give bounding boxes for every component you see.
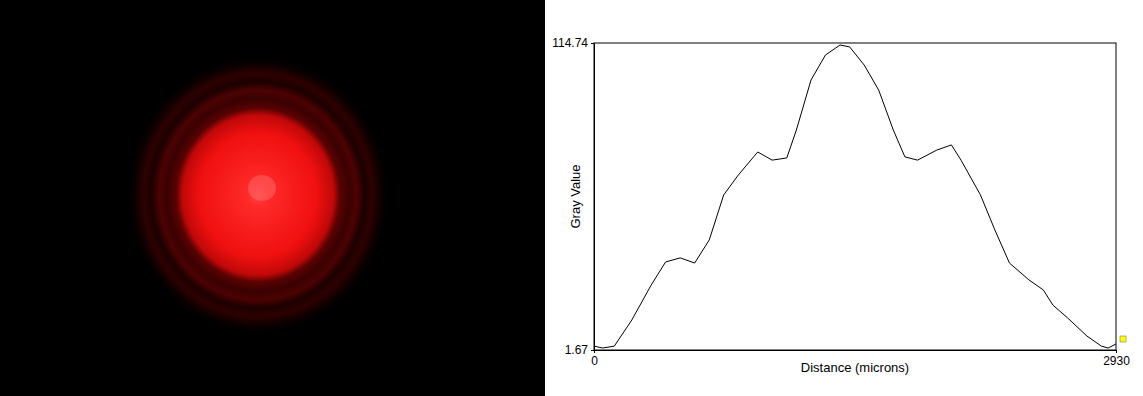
y-axis-title: Gray Value bbox=[568, 164, 583, 228]
tick-label: 2930 bbox=[1103, 354, 1130, 368]
tick-mark bbox=[591, 43, 594, 44]
plot: 0 2930 1.67 114.74 bbox=[552, 36, 1130, 367]
y-axis: 1.67 114.74 bbox=[552, 36, 594, 357]
marks bbox=[594, 45, 1116, 348]
tick: 2930 bbox=[1103, 350, 1130, 368]
plot-frame bbox=[594, 43, 1116, 350]
canvas: 0 2930 1.67 114.74 Distance (microns) Gray Va… bbox=[0, 0, 1143, 396]
beam-photo bbox=[0, 0, 545, 396]
tick: 114.74 bbox=[552, 36, 594, 50]
beam-core bbox=[248, 175, 276, 201]
tick-label: 0 bbox=[591, 354, 598, 368]
photo-background bbox=[0, 0, 545, 396]
axis-line bbox=[594, 44, 595, 351]
corner-marker bbox=[1120, 336, 1126, 342]
tick-label: 1.67 bbox=[565, 343, 589, 357]
beam-spot bbox=[128, 57, 388, 333]
axis-line bbox=[595, 350, 1117, 351]
tick: 1.67 bbox=[565, 343, 594, 357]
profile-line bbox=[594, 45, 1116, 348]
tick-mark bbox=[591, 350, 594, 351]
x-axis-title: Distance (microns) bbox=[801, 360, 909, 375]
tick: 0 bbox=[591, 350, 598, 368]
tick-label: 114.74 bbox=[552, 36, 588, 50]
